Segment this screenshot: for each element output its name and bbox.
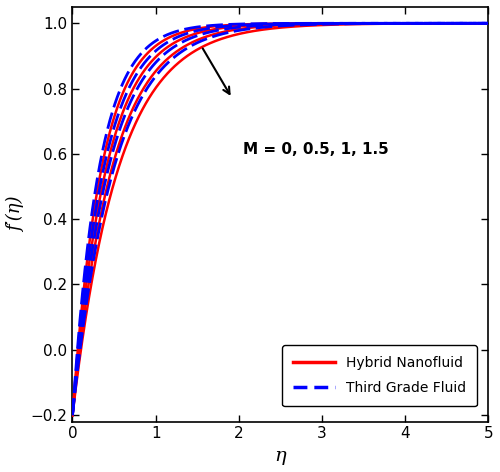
Y-axis label: f′(η): f′(η)	[7, 196, 25, 232]
X-axis label: η: η	[274, 447, 286, 465]
Text: M = 0, 0.5, 1, 1.5: M = 0, 0.5, 1, 1.5	[243, 142, 388, 157]
Legend: Hybrid Nanofluid, Third Grade Fluid: Hybrid Nanofluid, Third Grade Fluid	[282, 345, 477, 406]
